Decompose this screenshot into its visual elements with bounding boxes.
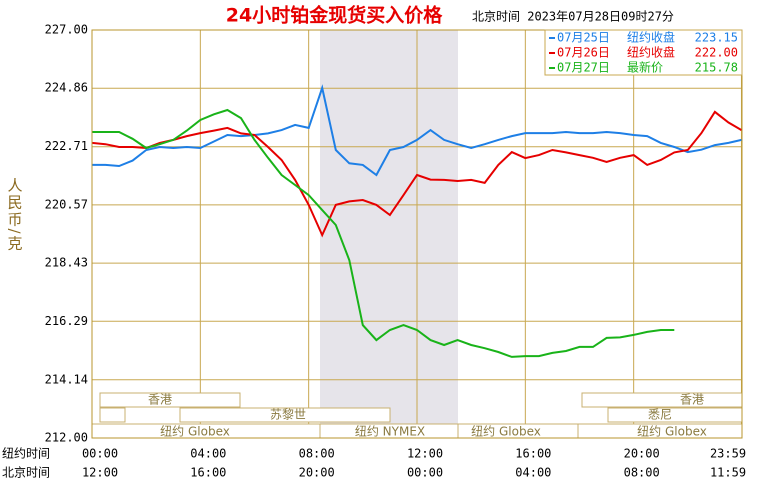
x2-tick-label: 20:00 [299,466,335,480]
x2-tick-label: 16:00 [190,466,226,480]
session-label: 纽约 NYMEX [355,424,425,439]
y-tick-label: 214.14 [45,372,88,386]
chart-title: 24小时铂金现货买入价格 [226,4,443,27]
session-label: 纽约 Globex [637,424,707,439]
x2-tick-label: 04:00 [515,466,551,480]
session-bar [99,407,126,423]
x2-tick-label: 00:00 [407,466,443,480]
x-tick-label: 20:00 [624,447,660,461]
session-label: 纽约 Globex [471,424,541,439]
legend-note: 纽约收盘 [627,30,675,45]
series-line [91,110,743,238]
y-tick-label: 212.00 [45,431,88,445]
legend-box [544,29,743,76]
y-tick-label: 216.29 [45,314,88,328]
x-tick-label: 16:00 [515,447,551,461]
legend-label: 07月26日 [557,46,610,60]
x2-tick-label: 08:00 [624,466,660,480]
legend-note: 纽约收盘 [627,45,675,60]
y-axis-label: 人民币/克 [6,177,24,252]
plot-frame [91,29,743,439]
session-bar [581,392,743,408]
legend-note: 最新价 [627,60,663,75]
y-tick-label: 218.43 [45,256,88,270]
legend-label: 07月27日 [557,61,610,75]
session-bar [179,407,391,423]
x2-axis-label: 北京时间 [2,466,50,480]
series-line [92,84,742,177]
series-line [92,108,675,358]
x-axis-label: 纽约时间 [2,446,50,461]
chart-subtitle: 北京时间 2023年07月28日09时27分 [472,10,674,24]
x2-tick-label: 11:59 [710,466,746,480]
session-bar [607,407,743,423]
session-label: 纽约 Globex [160,424,230,439]
session-bar [99,392,241,408]
nymex-shade [320,30,458,438]
x-tick-label: 12:00 [407,447,443,461]
legend-value: 222.00 [695,46,738,60]
session-label: 香港 [680,393,704,407]
legend-value: 215.78 [695,61,738,75]
session-label: 悉尼 [648,408,672,422]
session-label: 香港 [148,393,172,407]
grid [91,29,742,439]
y-tick-label: 224.86 [45,81,88,95]
session-label: 苏黎世 [270,408,306,422]
y-tick-label: 222.71 [45,139,88,153]
x-tick-label: 08:00 [299,447,335,461]
x-tick-label: 04:00 [190,447,226,461]
x2-tick-label: 12:00 [82,466,118,480]
legend-label: 07月25日 [557,31,610,45]
y-tick-label: 220.57 [45,197,88,211]
legend-value: 223.15 [695,31,738,45]
y-tick-label: 227.00 [45,23,88,37]
x-tick-label: 00:00 [82,447,118,461]
x-tick-label: 23:59 [710,447,746,461]
